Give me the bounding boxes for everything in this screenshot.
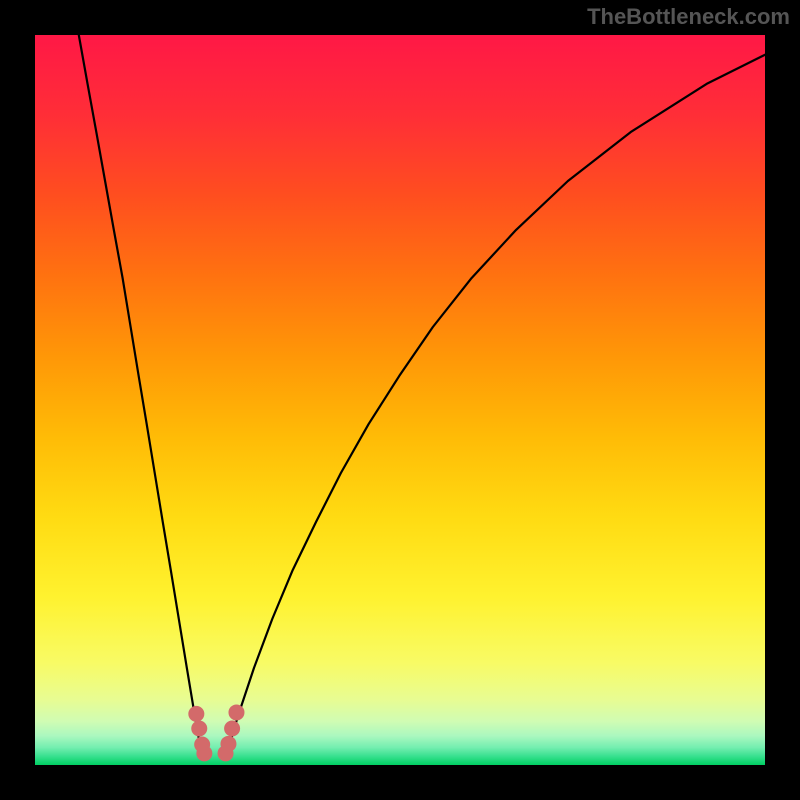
marker-dot: [224, 721, 240, 737]
marker-dot: [228, 704, 244, 720]
marker-dot: [196, 745, 212, 761]
plot-gradient-background: [35, 35, 765, 765]
chart-container: TheBottleneck.com: [0, 0, 800, 800]
marker-dot: [188, 706, 204, 722]
watermark-label: TheBottleneck.com: [587, 4, 790, 30]
marker-dot: [191, 721, 207, 737]
marker-dot: [220, 736, 236, 752]
bottleneck-chart: [0, 0, 800, 800]
